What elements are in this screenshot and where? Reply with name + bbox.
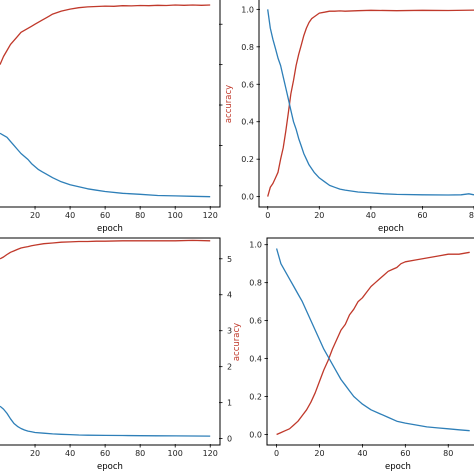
plot-frame [266,237,474,446]
y-tick-label: 0.2 [241,155,254,164]
y2-tick-label: 1 [227,399,232,408]
x-tick-label: 80 [135,449,145,458]
x-axis-label: epoch [97,462,123,472]
x-tick-label: 0 [274,449,279,458]
y-tick-label: 0.4 [241,118,254,127]
x-tick-label: 20 [30,211,40,220]
y-tick-label: 0.6 [249,317,262,326]
loss-line [267,9,474,196]
accuracy-line [276,251,470,436]
y-tick-label: 0.2 [249,393,262,402]
y-ticks: 0.0 0.2 0.4 0.6 0.8 1.0 [249,241,268,440]
x-tick-label: 120 [203,449,218,458]
y-ticks: 0.0 0.2 0.4 0.6 0.8 1.0 [241,5,260,202]
x-tick-label: 80 [469,211,474,220]
plot-frame [0,237,221,446]
y-tick-label: 0.6 [241,80,254,89]
series-lines [275,248,470,436]
x-tick-label: 40 [65,449,75,458]
y-ticks [219,23,223,187]
x-axis-label: epoch [97,224,123,234]
panel-bottom-right: epoch accuracy 0 20 40 60 80 0.0 0.2 0.4 0.6 0.8… [232,237,474,472]
x-tick-label: 20 [30,449,40,458]
x-tick-label: 100 [168,449,183,458]
x-tick-label: 0 [265,211,270,220]
plot-frame [258,0,474,208]
x-ticks: 20 40 60 80 100 120 [30,206,218,220]
x-axis-label: epoch [378,224,404,234]
plot-frame [0,0,221,208]
x-ticks: 0 20 40 60 80 [274,444,453,458]
x-tick-label: 60 [400,449,410,458]
x-tick-label: 60 [100,449,110,458]
x-tick-label: 20 [314,449,324,458]
panel-top-left: epoch 20 40 60 80 100 120 [0,0,223,234]
y-tick-label: 1.0 [241,5,254,14]
panel-bottom-left: epoch 20 40 60 80 100 120 0 1 2 3 4 5 [0,237,232,472]
x-tick-label: 80 [135,211,145,220]
x-tick-label: 40 [357,449,367,458]
y-tick-label: 1.0 [249,241,262,250]
y-axis-label: accuracy [224,85,234,123]
y2-tick-label: 2 [227,363,232,372]
series-lines [0,239,211,437]
x-tick-label: 40 [366,211,376,220]
x-tick-label: 60 [417,211,427,220]
panel-top-right: epoch accuracy 0 20 40 60 80 0.0 0.2 0.4 0.6 0.8… [224,0,474,234]
loss-line [0,132,211,198]
y-axis-label: accuracy [232,323,242,361]
x-tick-label: 120 [203,211,218,220]
x-tick-label: 80 [443,449,453,458]
x-tick-label: 20 [314,211,324,220]
loss-line [0,405,211,437]
y-ticks: 0 1 2 3 4 5 [219,255,232,444]
y2-tick-label: 5 [227,255,232,264]
series-lines [267,9,474,197]
loss-line [275,248,470,432]
x-axis-label: epoch [385,462,411,472]
y-tick-label: 0.4 [249,355,262,364]
y-tick-label: 0.0 [241,193,254,202]
x-tick-label: 60 [100,211,110,220]
series-lines [0,4,211,198]
y-tick-label: 0.0 [249,431,262,440]
y-tick-label: 0.8 [241,43,254,52]
y2-tick-label: 4 [227,291,232,300]
y-tick-label: 0.8 [249,279,262,288]
x-ticks: 0 20 40 60 80 [265,206,474,220]
x-tick-label: 40 [65,211,75,220]
x-tick-label: 100 [168,211,183,220]
y2-tick-label: 3 [227,327,232,336]
y2-tick-label: 0 [227,435,232,444]
x-ticks: 20 40 60 80 100 120 [30,444,218,458]
accuracy-line [0,4,211,65]
accuracy-line [267,9,474,197]
accuracy-line [0,239,211,260]
